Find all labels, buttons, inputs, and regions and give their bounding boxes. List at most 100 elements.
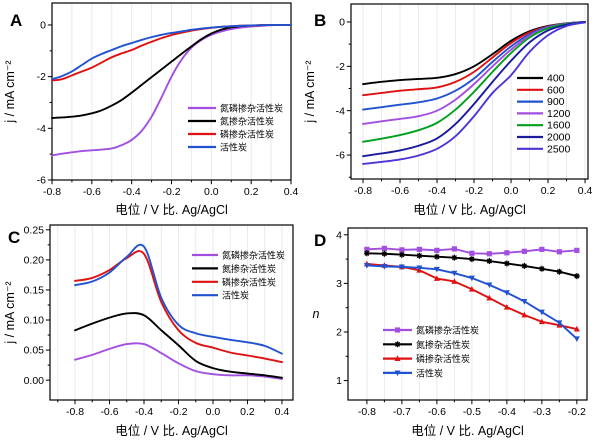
svg-text:4: 4 (336, 229, 342, 241)
legend-label: 氮掺杂活性炭 (416, 339, 470, 350)
legend-label: 1600 (547, 120, 571, 132)
triangle-down-marker (521, 298, 528, 305)
triangle-up-marker (451, 278, 458, 284)
tick-labels: -0.8 -0.6 -0.4 -0.2 0.0 0.2 0.4 0 -2 -4 -6 (336, 17, 593, 197)
star-marker (433, 253, 440, 260)
star-marker (468, 256, 475, 263)
svg-text:-2: -2 (336, 61, 345, 73)
square-marker (504, 250, 510, 256)
triangle-down-marker (573, 336, 580, 342)
triangle-up-marker (468, 286, 475, 292)
svg-text:-4: -4 (336, 105, 345, 117)
panel-label: A (10, 11, 22, 30)
legend-label: 2000 (547, 132, 571, 144)
star-marker (573, 273, 580, 280)
tick-labels: -0.8 -0.7 -0.6 -0.5 -0.4 -0.3 -0.2 1 2 3 4 (336, 229, 586, 418)
svg-text:2: 2 (336, 327, 342, 339)
svg-text:-0.8: -0.8 (66, 406, 84, 418)
svg-text:0.20: 0.20 (24, 254, 45, 266)
series-curves (363, 245, 580, 342)
panel-c-ring-current-chart: -0.8 -0.6 -0.4 -0.2 0.0 0.2 0.4 0.00 0.05 0.10 0.1… (3, 224, 294, 438)
series-line-1 (74, 312, 283, 379)
legend-label: 氮掺杂活性炭 (222, 263, 276, 274)
triangle-down-marker (433, 266, 440, 273)
panel-b-lsv-rotation-chart: -0.8 -0.6 -0.4 -0.2 0.0 0.2 0.4 0 -2 -4 -6 电位 / V 比… (303, 3, 593, 217)
star-marker (486, 258, 493, 265)
star-marker (398, 251, 405, 258)
panel-label: B (314, 11, 326, 30)
axis-ticks (47, 24, 292, 185)
square-marker (394, 327, 401, 333)
star-marker (521, 262, 528, 269)
series-line-0 (74, 342, 283, 380)
triangle-down-marker (503, 290, 510, 296)
gridlines (71, 3, 272, 180)
svg-text:-0.4: -0.4 (123, 186, 141, 198)
y-axis-label: j / mA cm⁻² (303, 60, 317, 123)
y-axis-label: n (313, 307, 320, 321)
svg-text:-0.2: -0.2 (169, 406, 187, 418)
gridlines (57, 225, 283, 400)
svg-text:-0.4: -0.4 (498, 406, 516, 418)
star-marker (363, 250, 370, 257)
legend-label: 活性炭 (220, 142, 247, 153)
star-marker (416, 252, 423, 259)
svg-text:0.10: 0.10 (24, 315, 45, 327)
svg-text:0.4: 0.4 (578, 185, 593, 197)
y-axis-label: j / mA cm⁻² (3, 60, 17, 123)
square-marker (556, 249, 562, 255)
svg-text:-0.2: -0.2 (465, 185, 483, 197)
x-axis-label: 电位 / V 比. Ag/AgCl (411, 423, 524, 438)
star-marker (381, 250, 388, 257)
svg-text:-6: -6 (336, 150, 345, 162)
triangle-down-marker (468, 275, 475, 282)
panel-label: D (314, 231, 326, 250)
triangle-up-marker (573, 325, 580, 332)
legend-label: 400 (547, 73, 565, 85)
square-marker (381, 245, 387, 252)
svg-text:-0.4: -0.4 (428, 185, 446, 197)
star-marker (394, 341, 401, 348)
svg-text:-0.6: -0.6 (391, 185, 409, 197)
svg-text:0.0: 0.0 (504, 185, 519, 197)
svg-text:-0.4: -0.4 (135, 406, 153, 418)
svg-text:0: 0 (339, 17, 345, 29)
series-line-6 (362, 21, 586, 165)
panel-d-electron-transfer-number-chart: -0.8 -0.7 -0.6 -0.5 -0.4 -0.3 -0.2 1 2 3 4 电位 / V 比… (313, 227, 588, 438)
svg-text:0.15: 0.15 (24, 285, 45, 297)
svg-text:-0.2: -0.2 (568, 406, 586, 418)
panel-label: C (8, 228, 20, 247)
svg-text:-4: -4 (37, 123, 46, 135)
svg-text:3: 3 (336, 278, 342, 290)
triangle-down-marker (381, 263, 388, 270)
triangle-down-marker (486, 282, 493, 289)
svg-text:0: 0 (40, 20, 46, 32)
svg-text:-0.6: -0.6 (83, 186, 101, 198)
svg-text:0.4: 0.4 (284, 186, 299, 198)
tick-labels: -0.8 -0.6 -0.4 -0.2 0.0 0.2 0.4 0 -2 -4 -6 (37, 20, 299, 198)
legend-label: 磷掺杂活性炭 (416, 353, 470, 364)
series-line-2 (74, 250, 283, 364)
triangle-down-marker (556, 320, 563, 326)
svg-text:-0.6: -0.6 (428, 406, 446, 418)
legend-label: 900 (547, 96, 565, 108)
star-marker (538, 265, 545, 272)
svg-text:0.05: 0.05 (24, 345, 45, 357)
svg-text:-0.2: -0.2 (162, 186, 180, 198)
svg-text:-0.8: -0.8 (358, 406, 376, 418)
square-marker (539, 246, 545, 252)
svg-text:0.25: 0.25 (24, 224, 45, 236)
square-marker (469, 250, 475, 256)
series-line-4 (362, 21, 586, 143)
triangle-up-marker (521, 311, 528, 318)
axis-ticks (346, 21, 586, 184)
legend-label: 磷掺杂活性炭 (222, 276, 276, 287)
legend-label: 氮掺杂活性炭 (220, 116, 274, 127)
star-marker (451, 254, 458, 261)
svg-text:-0.5: -0.5 (463, 406, 481, 418)
series-line-5 (362, 21, 586, 158)
